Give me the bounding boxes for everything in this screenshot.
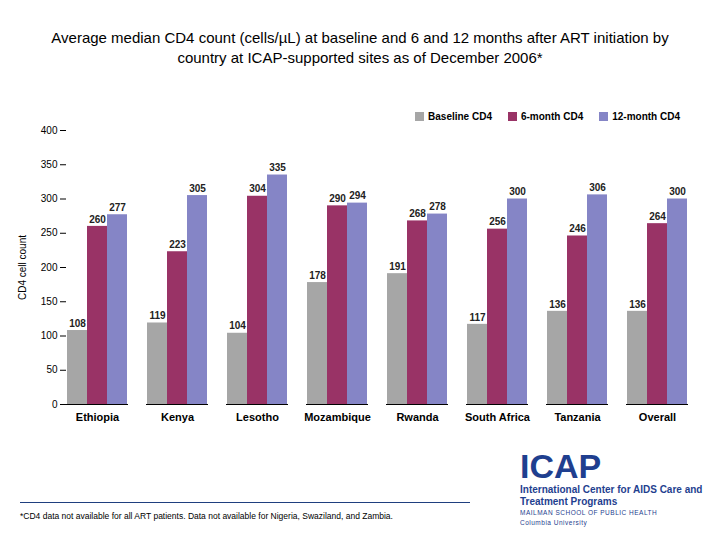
svg-text:264: 264 [649,211,666,222]
svg-text:200: 200 [41,262,58,273]
svg-text:250: 250 [41,227,58,238]
svg-text:300: 300 [669,186,686,197]
svg-text:278: 278 [429,201,446,212]
svg-text:400: 400 [41,125,58,136]
html-text:Average median CD4 count (cell: Average median CD4 count (cells/µL) at b… [51,29,669,66]
svg-text:Mozambique: Mozambique [304,411,371,423]
html-text:Columbia University: Columbia University [520,519,588,526]
html-text:12-month CD4: 12-month CD4 [612,110,680,122]
html-text:6-month CD4: 6-month CD4 [521,110,584,122]
svg-text:Tanzania: Tanzania [554,411,601,423]
svg-text:150: 150 [41,296,58,307]
svg-text:260: 260 [89,214,106,225]
svg-text:100: 100 [41,330,58,341]
svg-text:136: 136 [629,299,646,310]
svg-text:290: 290 [329,193,346,204]
svg-text:0: 0 [52,399,58,410]
html-text:ICAP: ICAP [520,447,602,485]
svg-text:Ethiopia: Ethiopia [76,411,120,423]
svg-text:277: 277 [109,202,126,213]
svg-text:306: 306 [589,182,606,193]
svg-text:191: 191 [389,261,406,272]
svg-text:108: 108 [69,318,86,329]
svg-text:136: 136 [549,299,566,310]
svg-text:246: 246 [569,223,586,234]
html-text:*CD4 data not available for al: *CD4 data not available for all ART pati… [20,511,393,521]
svg-text:223: 223 [169,239,186,250]
svg-text:104: 104 [229,320,246,331]
svg-text:50: 50 [46,364,58,375]
svg-text:Lesotho: Lesotho [236,411,279,423]
svg-text:300: 300 [41,193,58,204]
html-text:Baseline CD4: Baseline CD4 [428,110,492,122]
svg-text:350: 350 [41,159,58,170]
svg-text:CD4 cell count: CD4 cell count [17,235,28,300]
svg-text:300: 300 [509,186,526,197]
svg-text:335: 335 [269,162,286,173]
svg-text:117: 117 [469,312,486,323]
svg-text:294: 294 [349,190,366,201]
html-text:MAILMAN SCHOOL OF PUBLIC HEALT: MAILMAN SCHOOL OF PUBLIC HEALTH [520,509,658,516]
html-text:International Center for AIDS: International Center for AIDS Care and T… [520,484,703,507]
svg-text:178: 178 [309,270,326,281]
svg-text:South Africa: South Africa [465,411,531,423]
svg-text:256: 256 [489,216,506,227]
svg-text:Rwanda: Rwanda [396,411,439,423]
svg-text:268: 268 [409,208,426,219]
svg-text:Kenya: Kenya [161,411,195,423]
svg-text:Overall: Overall [639,411,676,423]
svg-text:119: 119 [149,310,166,321]
svg-text:304: 304 [249,183,266,194]
svg-text:305: 305 [189,183,206,194]
